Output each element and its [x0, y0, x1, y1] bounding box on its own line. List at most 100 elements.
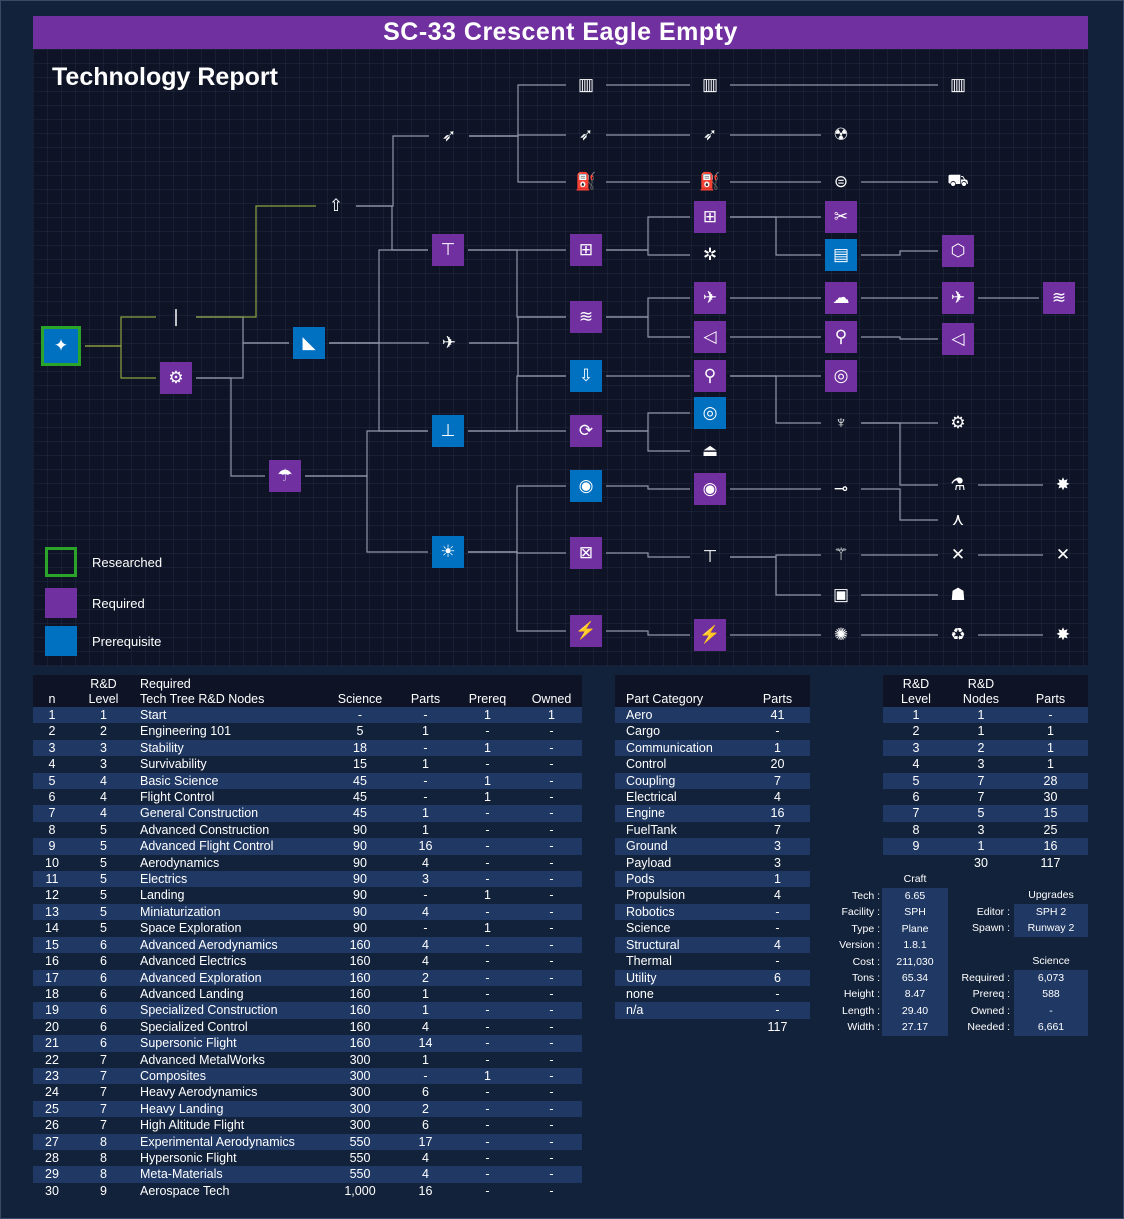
row-owned: -: [521, 1002, 582, 1019]
table-row: Engine 16: [615, 805, 810, 822]
tech-node-high-performance-fuel[interactable]: ⊜: [825, 166, 857, 198]
tech-node-flight-control[interactable]: ⊥: [432, 415, 464, 447]
row-owned: -: [521, 1133, 582, 1150]
tech-node-basic-science[interactable]: ☀: [432, 536, 464, 568]
missile3-icon: ➶: [702, 125, 718, 144]
tech-node-aerospace-tech[interactable]: ≋: [1043, 282, 1075, 314]
tech-node-general-rocketry[interactable]: ⇧: [320, 190, 352, 222]
row-level: 5: [71, 887, 136, 904]
tech-node-advanced-fuel[interactable]: ⛽: [694, 166, 726, 198]
tech-node-advanced-exploration[interactable]: ◉: [694, 473, 726, 505]
table-row: Coupling 7: [615, 772, 810, 790]
tech-node-advanced-flight-control[interactable]: ⟳: [570, 415, 602, 447]
gyro-icon: ⟳: [578, 421, 594, 440]
tech-node-sci-burst[interactable]: ✸: [1047, 469, 1079, 501]
col-owned: Owned: [531, 692, 572, 706]
row-parts: 4: [397, 936, 454, 954]
row-owned: -: [521, 1182, 582, 1200]
craft-label: Tech :: [851, 890, 880, 902]
row-n: 10: [33, 854, 71, 872]
tech-node-automation[interactable]: ⋏: [942, 504, 974, 536]
plane-icon: ✈: [441, 333, 457, 352]
tech-node-heavy-rocketry[interactable]: ▥: [570, 69, 602, 101]
science-info: Science Required : 6,073 Prereq : 588 Owned …: [950, 955, 1090, 1045]
tech-node-miniaturization[interactable]: ⊠: [570, 537, 602, 569]
tech-node-composites[interactable]: ▤: [825, 239, 857, 271]
science-label: Required :: [961, 972, 1010, 984]
tech-node-experimental-science[interactable]: ⚗: [942, 469, 974, 501]
row-prereq: -: [454, 1166, 521, 1183]
row-owned: -: [521, 1084, 582, 1101]
tech-node-burst-far[interactable]: ✸: [1047, 619, 1079, 651]
tech-node-heavy-aerodynamics[interactable]: ◎: [825, 360, 857, 392]
row-prereq: 1: [454, 887, 521, 904]
tech-node-fuel-systems[interactable]: ⛽: [570, 166, 602, 198]
tech-node-propulsion-systems[interactable]: ➶: [570, 119, 602, 151]
tech-node-advanced-solar[interactable]: ✺: [825, 619, 857, 651]
tech-node-experimental-motors[interactable]: ⚙: [942, 407, 974, 439]
row-category: Robotics: [615, 903, 745, 921]
tech-node-stability[interactable]: ◣: [293, 327, 325, 359]
tech-node-advanced-metalworks-pre[interactable]: ✲: [694, 239, 726, 271]
tech-node-high-altitude-flight[interactable]: ☁: [825, 282, 857, 314]
row-prereq: -: [454, 936, 521, 954]
tech-node-meta-materials[interactable]: ⬡: [942, 235, 974, 267]
row-rd-level: 6: [883, 789, 949, 806]
tech-node-heavier-rocketry[interactable]: ▥: [694, 69, 726, 101]
tech-node-precision-engineering[interactable]: ⊤: [694, 541, 726, 573]
tech-node-advanced-landing[interactable]: ⚲: [694, 360, 726, 392]
tech-node-start[interactable]: ✦: [41, 326, 81, 366]
row-n: 6: [33, 789, 71, 806]
nodes-table: n R&D Level Required Tech Tree R&D Nodes S…: [33, 675, 582, 1200]
tech-node-hypersonic-flight[interactable]: ✈: [942, 282, 974, 314]
row-level: 6: [71, 985, 136, 1003]
tech-node-specialized-construction[interactable]: ⊞: [694, 201, 726, 233]
tech-node-heavy-landing[interactable]: ⚲: [825, 321, 857, 353]
tech-node-aviation[interactable]: ✈: [433, 327, 465, 359]
tech-node-advanced-units[interactable]: ⛟: [942, 166, 974, 198]
tech-node-advanced-science[interactable]: ✕: [942, 539, 974, 571]
row-rd-parts: 30: [1013, 789, 1088, 806]
tech-node-command-modules[interactable]: ♆: [825, 407, 857, 439]
tech-node-very-heavy-rocketry[interactable]: ▥: [942, 69, 974, 101]
tech-node-specialized-control[interactable]: ◎: [694, 397, 726, 429]
row-owned: -: [521, 1166, 582, 1183]
tech-node-eng101[interactable]: ❘: [160, 301, 192, 333]
cloud-plane-icon: ☁: [832, 288, 850, 307]
tech-node-nuclear-propulsion[interactable]: ☢: [825, 119, 857, 151]
tech-node-unmanned-tech[interactable]: ▣: [825, 579, 857, 611]
tech-node-precision-propulsion[interactable]: ➶: [694, 119, 726, 151]
row-n: 2: [33, 723, 71, 740]
gears-icon: ⚙: [168, 368, 184, 387]
tech-node-aerodynamics[interactable]: ≋: [570, 301, 602, 333]
tech-node-advanced-electrics[interactable]: ⚡: [694, 619, 726, 651]
tech-node-basic-rocketry[interactable]: ⚙: [160, 362, 192, 394]
row-n: 12: [33, 887, 71, 904]
tech-node-electrics[interactable]: ⚡: [570, 615, 602, 647]
tech-node-survivability[interactable]: ☂: [269, 460, 301, 492]
tech-node-general-construction[interactable]: ⊤: [432, 234, 464, 266]
tech-node-supersonic-flight[interactable]: ✈: [694, 282, 726, 314]
tech-node-advanced-construction[interactable]: ⊞: [570, 234, 602, 266]
tech-node-advanced-aerodynamics[interactable]: ◁: [694, 321, 726, 353]
tech-node-sat-far[interactable]: ✕: [1047, 539, 1079, 571]
tech-node-field-science[interactable]: ⊸: [825, 473, 857, 505]
tech-node-experimental-aerodynamics[interactable]: ◁: [942, 323, 974, 355]
table-row: Science -: [615, 920, 810, 937]
table-row: 25 7 Heavy Landing 300 2- -: [33, 1100, 582, 1118]
legend-required-swatch: [45, 588, 77, 618]
tech-node-space-exploration[interactable]: ◉: [570, 470, 602, 502]
row-owned: -: [521, 739, 582, 757]
tech-node-cycling[interactable]: ♻: [942, 619, 974, 651]
tech-node-advanced-exploration-pod[interactable]: ⏏: [694, 435, 726, 467]
row-category-parts: 7: [745, 772, 810, 790]
tech-node-advanced-metalworks[interactable]: ✂: [825, 201, 857, 233]
craft-value: SPH: [882, 904, 948, 921]
tech-node-electronics[interactable]: ⚚: [825, 539, 857, 571]
tech-node-robotics[interactable]: ☗: [942, 579, 974, 611]
row-node-name: General Construction: [136, 805, 323, 822]
row-science: -: [323, 707, 397, 724]
tech-node-landing[interactable]: ⇩: [570, 360, 602, 392]
tech-node-advanced-rocketry[interactable]: ➶: [433, 120, 465, 152]
upgrades-label: Editor :: [976, 906, 1010, 918]
